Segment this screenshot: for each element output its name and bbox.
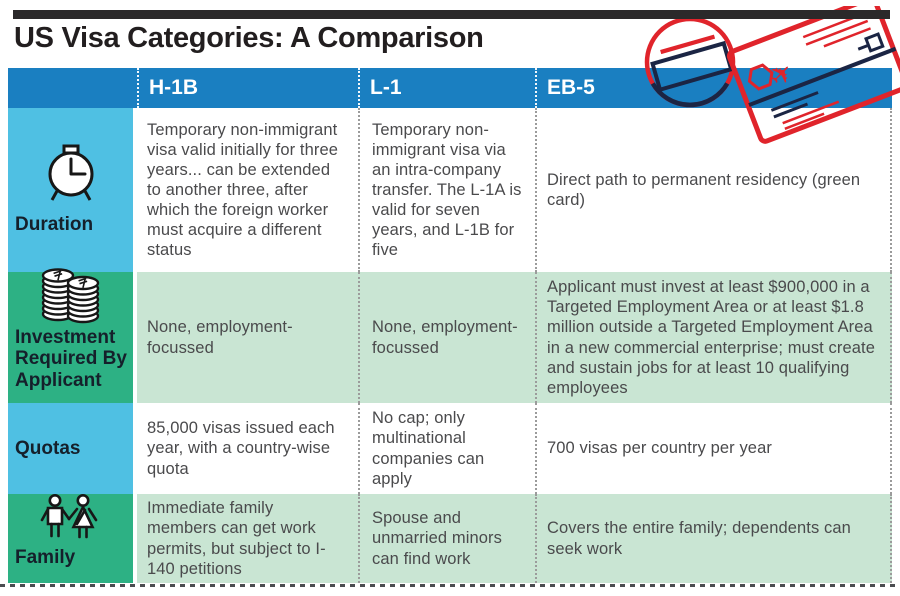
column-gap	[133, 108, 137, 272]
row-label-investment: Investment Required By Applicant	[8, 268, 133, 403]
page-title: US Visa Categories: A Comparison	[14, 22, 484, 54]
top-black-bar	[13, 10, 890, 19]
bottom-dashed-rule	[0, 584, 900, 587]
column-gap	[133, 494, 137, 583]
header-corner-cell	[8, 68, 137, 108]
cell-family-l1: Spouse and unmarried minors can find wor…	[358, 494, 535, 583]
cell-investment-eb5: Applicant must invest at least $900,000 …	[535, 272, 892, 403]
coins-icon	[38, 264, 104, 324]
family-icon	[36, 493, 106, 545]
row-label-text: Investment Required By Applicant	[15, 327, 127, 391]
cell-family-h1b: Immediate family members can get work pe…	[137, 494, 358, 583]
cell-family-eb5: Covers the entire family; dependents can…	[535, 494, 892, 583]
cell-investment-l1: None, employment-focussed	[358, 272, 535, 403]
column-header-eb5: EB-5	[535, 68, 892, 108]
row-label-family: Family	[8, 493, 133, 583]
comparison-table: H-1B L-1 EB-5 Duration Temporary non-imm…	[8, 68, 892, 583]
column-gap	[133, 403, 137, 494]
cell-investment-h1b: None, employment-focussed	[137, 272, 358, 403]
clock-icon	[45, 144, 97, 204]
row-label-duration: Duration	[8, 108, 133, 272]
cell-quotas-eb5: 700 visas per country per year	[535, 403, 892, 494]
row-label-text: Quotas	[15, 437, 81, 459]
cell-duration-l1: Temporary non-immigrant visa via an intr…	[358, 108, 535, 272]
cell-quotas-h1b: 85,000 visas issued each year, with a co…	[137, 403, 358, 494]
tag-mark-icon	[857, 32, 885, 53]
cell-quotas-l1: No cap; only multinational companies can…	[358, 403, 535, 494]
cell-duration-h1b: Temporary non-immigrant visa valid initi…	[137, 108, 358, 272]
column-gap	[133, 272, 137, 403]
cell-duration-eb5: Direct path to permanent residency (gree…	[535, 108, 892, 272]
row-label-quotas: Quotas	[8, 403, 133, 494]
column-header-h1b: H-1B	[137, 68, 358, 108]
column-header-l1: L-1	[358, 68, 535, 108]
row-label-text: Family	[15, 546, 76, 568]
row-label-text: Duration	[15, 214, 94, 236]
